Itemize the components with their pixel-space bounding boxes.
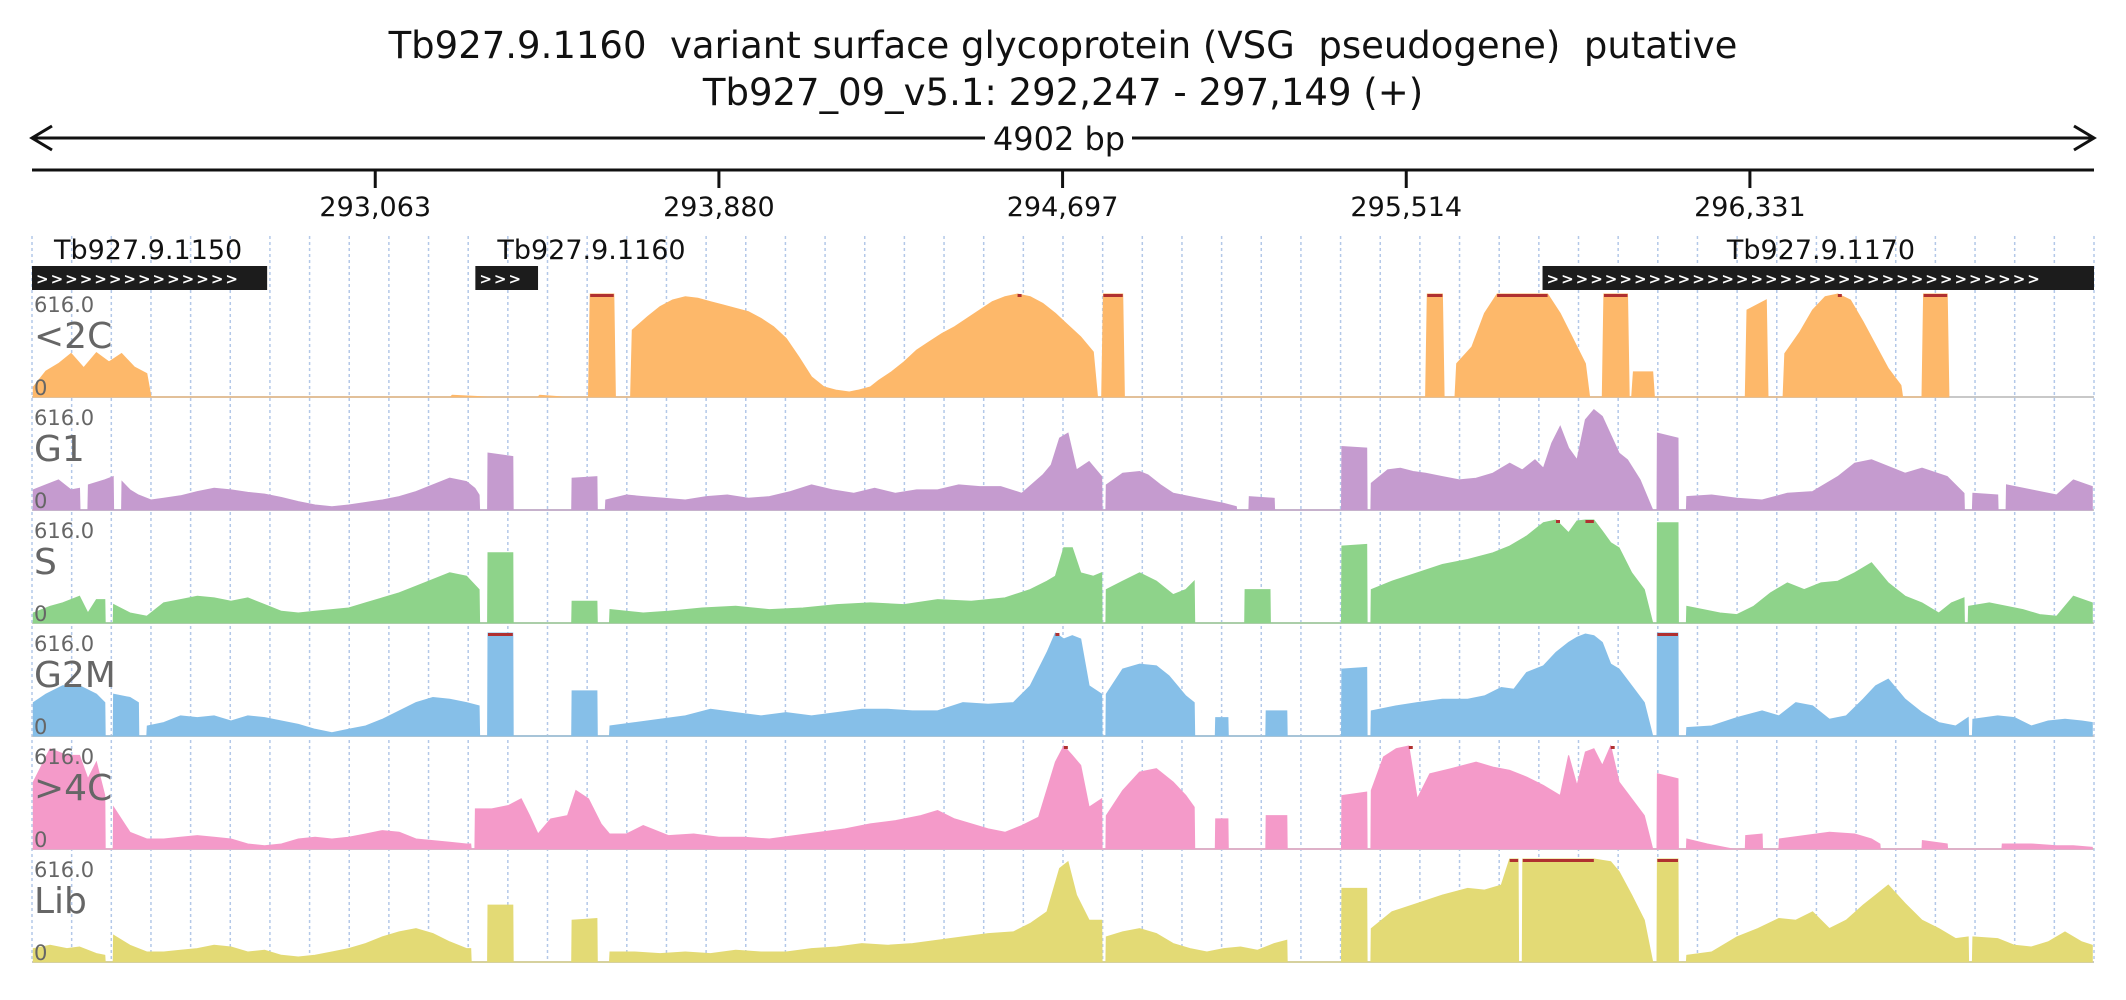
gene-block	[1542, 266, 2094, 290]
coverage-area	[32, 409, 2093, 511]
track-ymax-label: 616.0	[34, 632, 94, 656]
track-name-label: >4C	[34, 768, 112, 809]
span-length-label: 4902 bp	[993, 120, 1125, 158]
overflow-marker	[1063, 746, 1068, 749]
overflow-marker	[1657, 633, 1678, 636]
scale-ruler: 4902 bp 293,063 293,880 294,697 295,514 296,…	[29, 120, 2097, 223]
track-ymin-label: 0	[34, 715, 47, 739]
overflow-marker	[1509, 859, 1519, 862]
track-ymin-label: 0	[34, 828, 47, 852]
ruler-tick-label: 294,697	[1007, 192, 1119, 223]
chart-title: Tb927.9.1160 variant surface glycoprotei…	[388, 24, 1738, 67]
overflow-marker	[1103, 294, 1123, 297]
span-arrow-right-head	[2073, 124, 2097, 152]
overflow-marker	[487, 633, 513, 636]
ruler-tick-label: 293,063	[319, 192, 431, 223]
gene-track: >>>>>>>>>>>>>> Tb927.9.1150 >>> Tb927.9.116…	[32, 235, 2094, 290]
overflow-marker	[1657, 859, 1678, 862]
gene-label: Tb927.9.1170	[1726, 235, 1915, 266]
overflow-marker	[1923, 294, 1948, 297]
overflow-marker	[1610, 746, 1615, 749]
chart-subtitle: Tb927_09_v5.1: 292,247 - 297,149 (+)	[702, 71, 1424, 114]
track-s: 616.0S 0	[32, 519, 2094, 626]
gene-strand-arrows: >>>	[479, 270, 523, 288]
track-name-label: G2M	[34, 655, 116, 696]
overflow-marker	[1497, 294, 1548, 297]
overflow-marker	[1017, 294, 1022, 297]
ruler-ticks: 293,063 293,880 294,697 295,514 296,331	[319, 170, 1806, 223]
gene-label: Tb927.9.1150	[53, 235, 242, 266]
overflow-marker	[1427, 294, 1443, 297]
track-name-label: <2C	[34, 316, 112, 357]
ruler-tick-label: 296,331	[1694, 192, 1806, 223]
overflow-marker	[1408, 746, 1413, 749]
overflow-marker	[1585, 520, 1594, 523]
track-ymax-label: 616.0	[34, 406, 94, 430]
track-name-label: G1	[34, 429, 85, 470]
track-ymin-label: 0	[34, 376, 47, 400]
overflow-marker	[1522, 859, 1594, 862]
gene-block	[32, 266, 268, 290]
track-name-label: Lib	[34, 881, 87, 922]
track-ymax-label: 616.0	[34, 858, 94, 882]
coverage-area	[32, 632, 2093, 737]
coverage-area	[32, 858, 2093, 963]
overflow-marker	[1837, 294, 1842, 297]
coverage-area	[32, 519, 2093, 624]
track-ymin-label: 0	[34, 941, 47, 965]
track-2c: 616.0<2C 0	[32, 293, 2094, 400]
overflow-marker	[1555, 520, 1560, 523]
overflow-marker	[1603, 294, 1628, 297]
track-4c: 616.0>4C 0	[32, 744, 2094, 852]
gene-strand-arrows: >>>>>>>>>>>>>>	[36, 270, 240, 288]
track-ymax-label: 616.0	[34, 745, 94, 769]
ruler-tick-label: 293,880	[663, 192, 775, 223]
gene-strand-arrows: >>>>>>>>>>>>>>>>>>>>>>>>>>>>>>>>>>	[1547, 270, 2042, 288]
track-ymax-label: 616.0	[34, 293, 94, 317]
gene-block	[475, 266, 539, 290]
span-arrow-left-head	[29, 124, 53, 152]
track-name-label: S	[34, 542, 57, 583]
coverage-area	[32, 293, 1950, 398]
track-ymin-label: 0	[34, 602, 47, 626]
coverage-tracks: 616.0<2C0616.0G10616.0S0616.0G2M0616.0>4…	[32, 293, 2094, 965]
overflow-marker	[590, 294, 614, 297]
overflow-marker	[1055, 633, 1060, 636]
ruler-tick-label: 295,514	[1350, 192, 1462, 223]
gene-label: Tb927.9.1160	[496, 235, 685, 266]
track-ymax-label: 616.0	[34, 519, 94, 543]
coverage-area	[32, 744, 2093, 850]
track-ymin-label: 0	[34, 489, 47, 513]
track-g1: 616.0G1 0	[32, 406, 2094, 513]
